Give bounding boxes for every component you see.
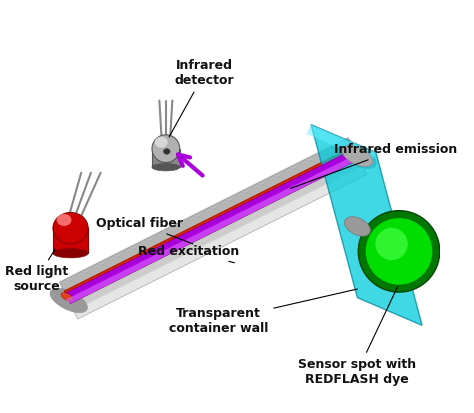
Ellipse shape bbox=[53, 249, 88, 258]
Polygon shape bbox=[53, 228, 88, 253]
Ellipse shape bbox=[57, 214, 72, 226]
Ellipse shape bbox=[375, 228, 408, 260]
Ellipse shape bbox=[155, 137, 168, 148]
Text: Infrared emission: Infrared emission bbox=[291, 143, 457, 188]
Ellipse shape bbox=[366, 218, 432, 285]
Polygon shape bbox=[60, 138, 352, 290]
Ellipse shape bbox=[342, 145, 373, 166]
Polygon shape bbox=[66, 155, 359, 304]
Polygon shape bbox=[152, 149, 180, 167]
Ellipse shape bbox=[164, 149, 170, 154]
Polygon shape bbox=[60, 138, 366, 318]
Ellipse shape bbox=[50, 288, 87, 313]
Ellipse shape bbox=[53, 213, 88, 244]
Polygon shape bbox=[68, 155, 358, 303]
Ellipse shape bbox=[152, 135, 180, 163]
Ellipse shape bbox=[345, 217, 370, 236]
Text: Red excitation: Red excitation bbox=[138, 245, 239, 263]
Text: Infrared
detector: Infrared detector bbox=[169, 59, 235, 137]
Text: Sensor spot with
REDFLASH dye: Sensor spot with REDFLASH dye bbox=[298, 286, 417, 386]
Polygon shape bbox=[64, 147, 358, 303]
Polygon shape bbox=[307, 125, 376, 161]
Polygon shape bbox=[65, 149, 359, 304]
Text: Transparent
container wall: Transparent container wall bbox=[169, 289, 357, 335]
Ellipse shape bbox=[152, 164, 180, 171]
Text: Red light
source: Red light source bbox=[5, 249, 68, 293]
Polygon shape bbox=[74, 166, 366, 318]
Ellipse shape bbox=[339, 144, 376, 169]
Ellipse shape bbox=[358, 211, 440, 292]
Polygon shape bbox=[311, 125, 422, 325]
Ellipse shape bbox=[61, 293, 73, 301]
Text: Optical fiber: Optical fiber bbox=[96, 217, 193, 244]
